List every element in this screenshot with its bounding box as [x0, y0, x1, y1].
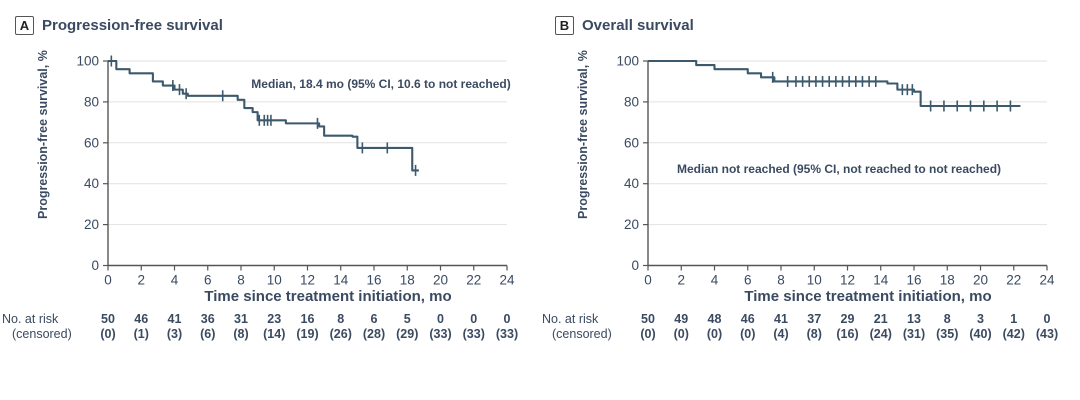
svg-text:2: 2: [677, 273, 685, 288]
svg-text:Median not reached (95% CI, no: Median not reached (95% CI, not reached …: [677, 162, 1001, 176]
svg-text:100: 100: [616, 54, 639, 69]
svg-text:12: 12: [840, 273, 855, 288]
svg-text:12: 12: [300, 273, 315, 288]
svg-text:24: 24: [499, 273, 515, 288]
svg-text:4: 4: [171, 273, 179, 288]
svg-text:10: 10: [807, 273, 822, 288]
svg-text:18: 18: [400, 273, 415, 288]
svg-text:16: 16: [366, 273, 381, 288]
svg-text:22: 22: [1006, 273, 1021, 288]
svg-text:22: 22: [466, 273, 481, 288]
svg-text:0: 0: [91, 258, 99, 273]
svg-text:100: 100: [76, 54, 99, 69]
svg-text:14: 14: [873, 273, 889, 288]
svg-text:60: 60: [84, 135, 99, 150]
svg-text:40: 40: [84, 176, 99, 191]
svg-text:0: 0: [631, 258, 639, 273]
svg-text:20: 20: [433, 273, 448, 288]
svg-text:20: 20: [84, 217, 99, 232]
svg-text:0: 0: [644, 273, 652, 288]
svg-text:20: 20: [973, 273, 988, 288]
svg-text:2: 2: [137, 273, 145, 288]
svg-text:40: 40: [624, 176, 639, 191]
svg-text:80: 80: [624, 94, 639, 109]
svg-text:8: 8: [237, 273, 245, 288]
svg-text:6: 6: [204, 273, 212, 288]
svg-text:14: 14: [333, 273, 349, 288]
svg-text:24: 24: [1039, 273, 1055, 288]
svg-text:6: 6: [744, 273, 752, 288]
svg-text:60: 60: [624, 135, 639, 150]
svg-text:4: 4: [711, 273, 719, 288]
svg-text:Median, 18.4 mo (95% CI, 10.6: Median, 18.4 mo (95% CI, 10.6 to not rea…: [251, 77, 510, 91]
svg-text:80: 80: [84, 94, 99, 109]
svg-text:16: 16: [906, 273, 921, 288]
svg-text:18: 18: [940, 273, 955, 288]
svg-text:8: 8: [777, 273, 785, 288]
svg-text:10: 10: [267, 273, 282, 288]
svg-text:0: 0: [104, 273, 112, 288]
svg-text:20: 20: [624, 217, 639, 232]
